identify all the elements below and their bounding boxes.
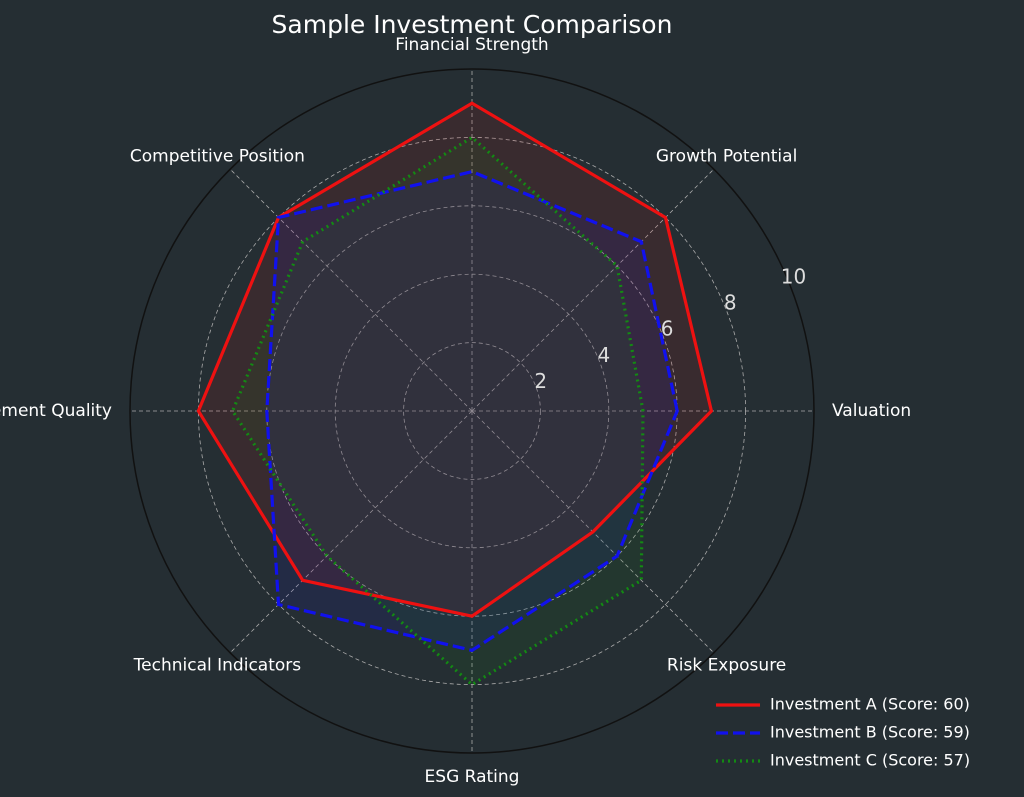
axis-label-esg-rating: ESG Rating: [425, 767, 520, 787]
axis-label-valuation: Valuation: [832, 401, 911, 421]
tick-label-4: 4: [598, 343, 611, 367]
axis-label-competitive-position: Competitive Position: [130, 146, 305, 166]
legend-label-3: Investment C (Score: 57): [770, 751, 970, 770]
series-line-1: [196, 101, 714, 618]
legend-label-2: Investment B (Score: 59): [770, 723, 970, 742]
tick-label-8: 8: [724, 291, 737, 315]
axis-label-financial-strength: Financial Strength: [395, 35, 548, 55]
chart-title: Sample Investment Comparison: [272, 10, 673, 39]
axis-label-management-quality: Management Quality: [0, 401, 112, 421]
axis-label-risk-exposure: Risk Exposure: [667, 656, 786, 676]
grid-circle-2: [403, 342, 541, 480]
series-fill-3: [232, 137, 643, 685]
axis-label-growth-potential: Growth Potential: [656, 146, 797, 166]
spoke-growth-potential: [471, 168, 715, 412]
axis-labels: Valuation Growth Potential Financial Stren…: [0, 35, 911, 787]
tick-label-2: 2: [534, 369, 547, 393]
series-fill-2: [266, 171, 678, 651]
axis-label-technical-indicators: Technical Indicators: [133, 656, 302, 676]
grid-circle-10: [129, 68, 815, 754]
legend-label-1: Investment A (Score: 60): [770, 695, 970, 714]
spoke-technical-indicators: [229, 410, 473, 654]
spoke-competitive-position: [229, 168, 473, 412]
tick-label-6: 6: [661, 317, 674, 341]
series-line-2: [265, 169, 679, 653]
radial-tick-labels: 2 4 6 8 10: [534, 264, 806, 393]
series-group: [196, 101, 714, 687]
tick-label-10: 10: [781, 264, 806, 288]
series-fill-1: [198, 103, 712, 617]
legend: Investment A (Score: 60) Investment B (Sc…: [716, 695, 970, 770]
